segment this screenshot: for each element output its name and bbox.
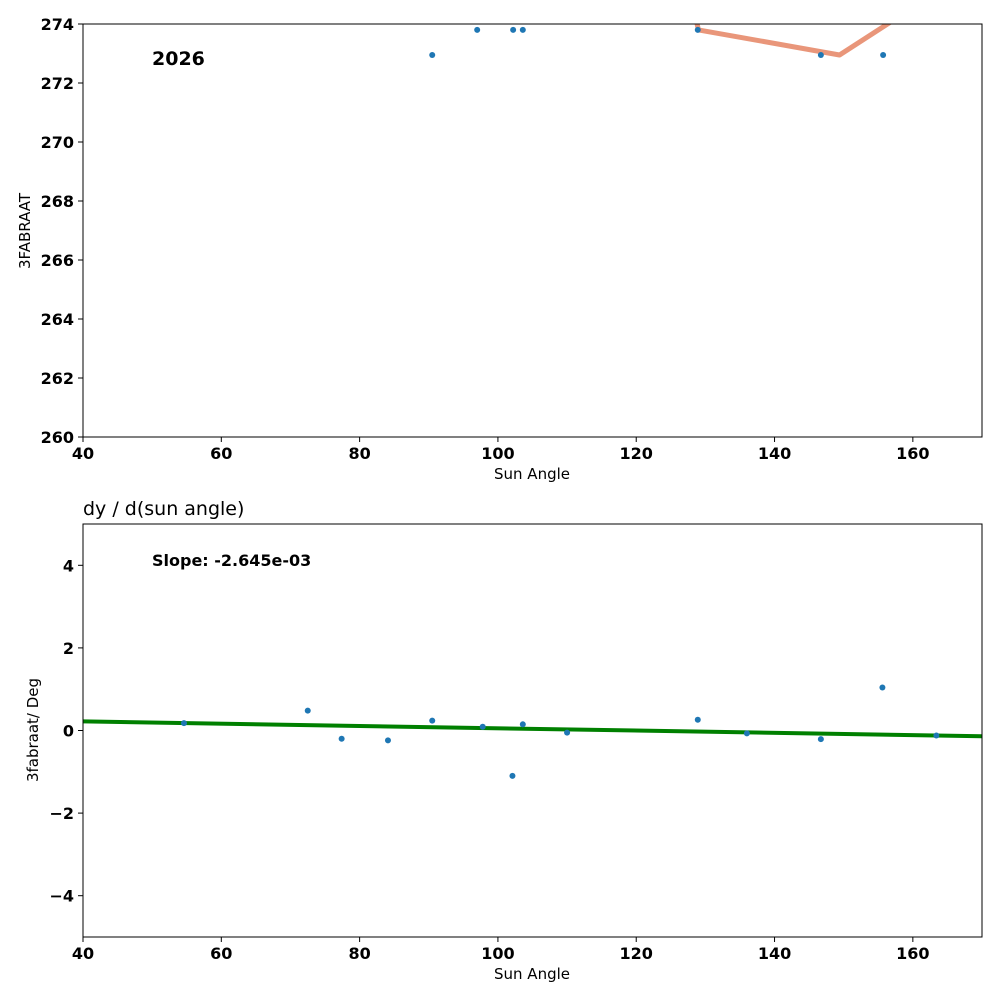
- top-data-point: [519, 26, 526, 33]
- top-x-axis-label: Sun Angle: [494, 465, 570, 483]
- bottom-y-tick-label: 0: [63, 722, 74, 741]
- top-data-point: [429, 51, 436, 58]
- top-y-tick-label: 262: [41, 369, 74, 388]
- bottom-y-tick-label: 4: [63, 556, 74, 575]
- bottom-y-tick-label: 2: [63, 639, 74, 658]
- bottom-x-tick-label: 160: [896, 944, 929, 963]
- bottom-y-axis-ticks: −4 −2 0 2 4: [49, 556, 83, 906]
- bottom-data-point: [694, 716, 701, 723]
- bottom-data-point: [304, 707, 311, 714]
- bottom-plot-title: dy / d(sun angle): [83, 498, 244, 520]
- top-data-point: [694, 26, 701, 33]
- top-x-tick-label: 40: [72, 444, 94, 463]
- bottom-plot: dy / d(sun angle) 40 60 80 100 120 140 160 −4−…: [24, 498, 983, 983]
- top-plot: 40 60 80 100 120 140 160 260 262 264 266 268 270 272…: [16, 15, 983, 483]
- bottom-data-point: [743, 730, 750, 737]
- bottom-data-point: [180, 720, 187, 727]
- bottom-plot-annotation: Slope: -2.645e-03: [152, 551, 311, 570]
- bottom-data-point: [879, 684, 886, 691]
- top-data-point: [817, 51, 824, 58]
- bottom-data-point: [817, 736, 824, 743]
- top-y-tick-label: 270: [41, 133, 74, 152]
- top-x-tick-label: 140: [758, 444, 791, 463]
- top-y-tick-label: 274: [41, 15, 74, 34]
- top-x-tick-label: 80: [348, 444, 370, 463]
- top-data-point: [474, 26, 481, 33]
- top-x-tick-label: 160: [896, 444, 929, 463]
- bottom-series-line-linear-fit: [83, 719, 982, 739]
- top-y-axis-label: 3FABRAAT: [16, 192, 34, 269]
- bottom-y-axis-label: 3fabraat/ Deg: [24, 678, 42, 782]
- bottom-x-tick-label: 80: [348, 944, 370, 963]
- bottom-y-tick-label: −4: [49, 887, 74, 906]
- bottom-data-point: [564, 729, 571, 736]
- top-y-tick-label: 266: [41, 251, 74, 270]
- top-x-tick-label: 100: [481, 444, 514, 463]
- top-plot-marks: [429, 24, 893, 58]
- top-data-point: [880, 51, 887, 58]
- bottom-data-point: [429, 717, 436, 724]
- bottom-data-point: [384, 737, 391, 744]
- top-x-tick-label: 120: [620, 444, 653, 463]
- top-y-tick-label: 272: [41, 74, 74, 93]
- bottom-data-point: [933, 732, 940, 739]
- top-y-tick-label: 268: [41, 192, 74, 211]
- top-x-axis-ticks: 40 60 80 100 120 140 160: [72, 437, 930, 463]
- bottom-data-point: [338, 735, 345, 742]
- bottom-x-axis-ticks: 40 60 80 100 120 140 160: [72, 937, 930, 963]
- bottom-x-tick-label: 100: [481, 944, 514, 963]
- bottom-data-point: [509, 772, 516, 779]
- bottom-x-tick-label: 120: [620, 944, 653, 963]
- bottom-x-tick-label: 60: [210, 944, 232, 963]
- bottom-data-point: [479, 723, 486, 730]
- top-series-line-fit: [694, 24, 893, 58]
- bottom-y-tick-label: −2: [49, 804, 74, 823]
- top-y-tick-label: 264: [41, 310, 74, 329]
- bottom-data-point: [519, 721, 526, 728]
- top-y-axis-ticks: 260 262 264 266 268 270 272 274: [41, 15, 83, 447]
- top-y-tick-label: 260: [41, 428, 74, 447]
- top-plot-annotation: 2026: [152, 48, 205, 70]
- bottom-x-axis-label: Sun Angle: [494, 965, 570, 983]
- top-plot-frame: [82, 23, 983, 438]
- bottom-x-tick-label: 40: [72, 944, 94, 963]
- top-data-point: [510, 26, 517, 33]
- top-x-tick-label: 60: [210, 444, 232, 463]
- bottom-x-tick-label: 140: [758, 944, 791, 963]
- bottom-plot-marks: [83, 684, 982, 779]
